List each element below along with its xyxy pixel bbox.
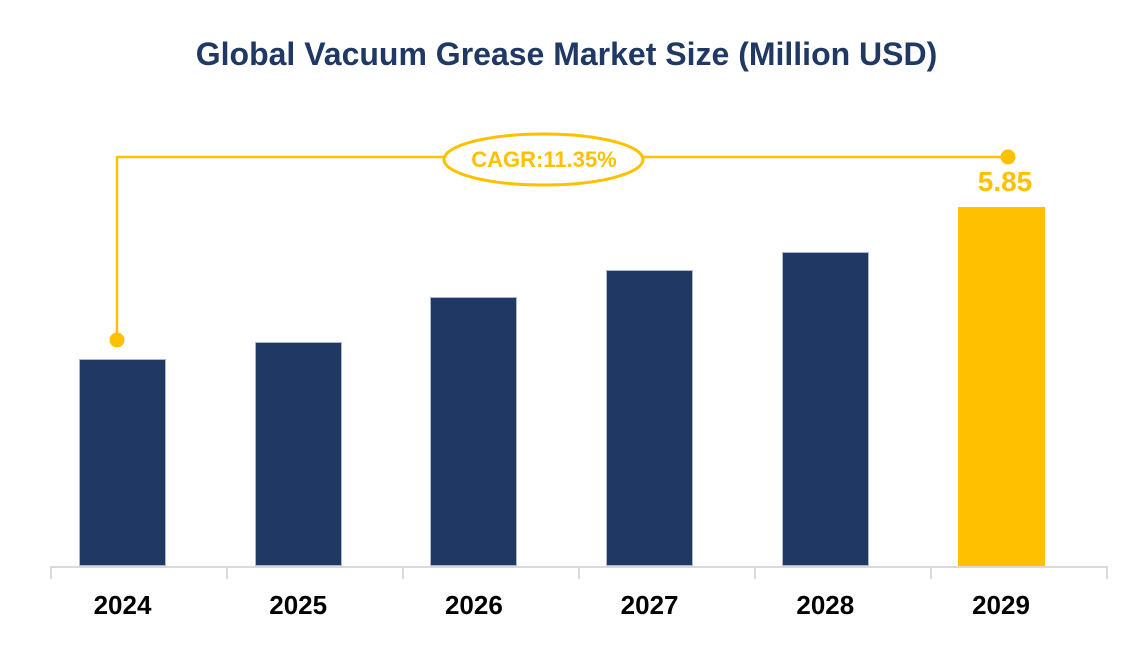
cagr-badge-label: CAGR:11.35% bbox=[471, 146, 617, 172]
x-axis-tick bbox=[50, 566, 52, 579]
x-axis-label-2026: 2026 bbox=[444, 590, 503, 620]
x-axis-tick bbox=[402, 566, 404, 579]
x-axis-label-2024: 2024 bbox=[93, 590, 152, 620]
bar-2024 bbox=[79, 359, 166, 566]
bar-2026 bbox=[430, 297, 518, 566]
bar-2027 bbox=[606, 270, 694, 566]
bar-2029 bbox=[957, 207, 1045, 566]
x-axis-tick bbox=[578, 566, 580, 579]
cagr-connector-line bbox=[115, 155, 1008, 340]
x-axis-label-2027: 2027 bbox=[620, 590, 679, 620]
x-axis-label-2025: 2025 bbox=[269, 590, 328, 620]
x-axis-tick bbox=[930, 566, 932, 579]
connector-dot-left bbox=[109, 332, 125, 348]
x-axis-label-2029: 2029 bbox=[972, 590, 1030, 620]
x-axis-tick bbox=[226, 566, 228, 579]
cagr-ellipse bbox=[442, 132, 645, 187]
chart-title: Global Vacuum Grease Market Size (Millio… bbox=[195, 36, 938, 72]
connector-dot-right bbox=[1000, 149, 1016, 165]
bar-2028 bbox=[781, 252, 869, 566]
bar-2025 bbox=[254, 342, 342, 566]
x-axis-tick bbox=[1106, 566, 1108, 579]
x-axis-label-2028: 2028 bbox=[796, 590, 855, 620]
x-axis-tick bbox=[754, 566, 756, 579]
bar-value-label-2029: 5.85 bbox=[977, 166, 1033, 197]
